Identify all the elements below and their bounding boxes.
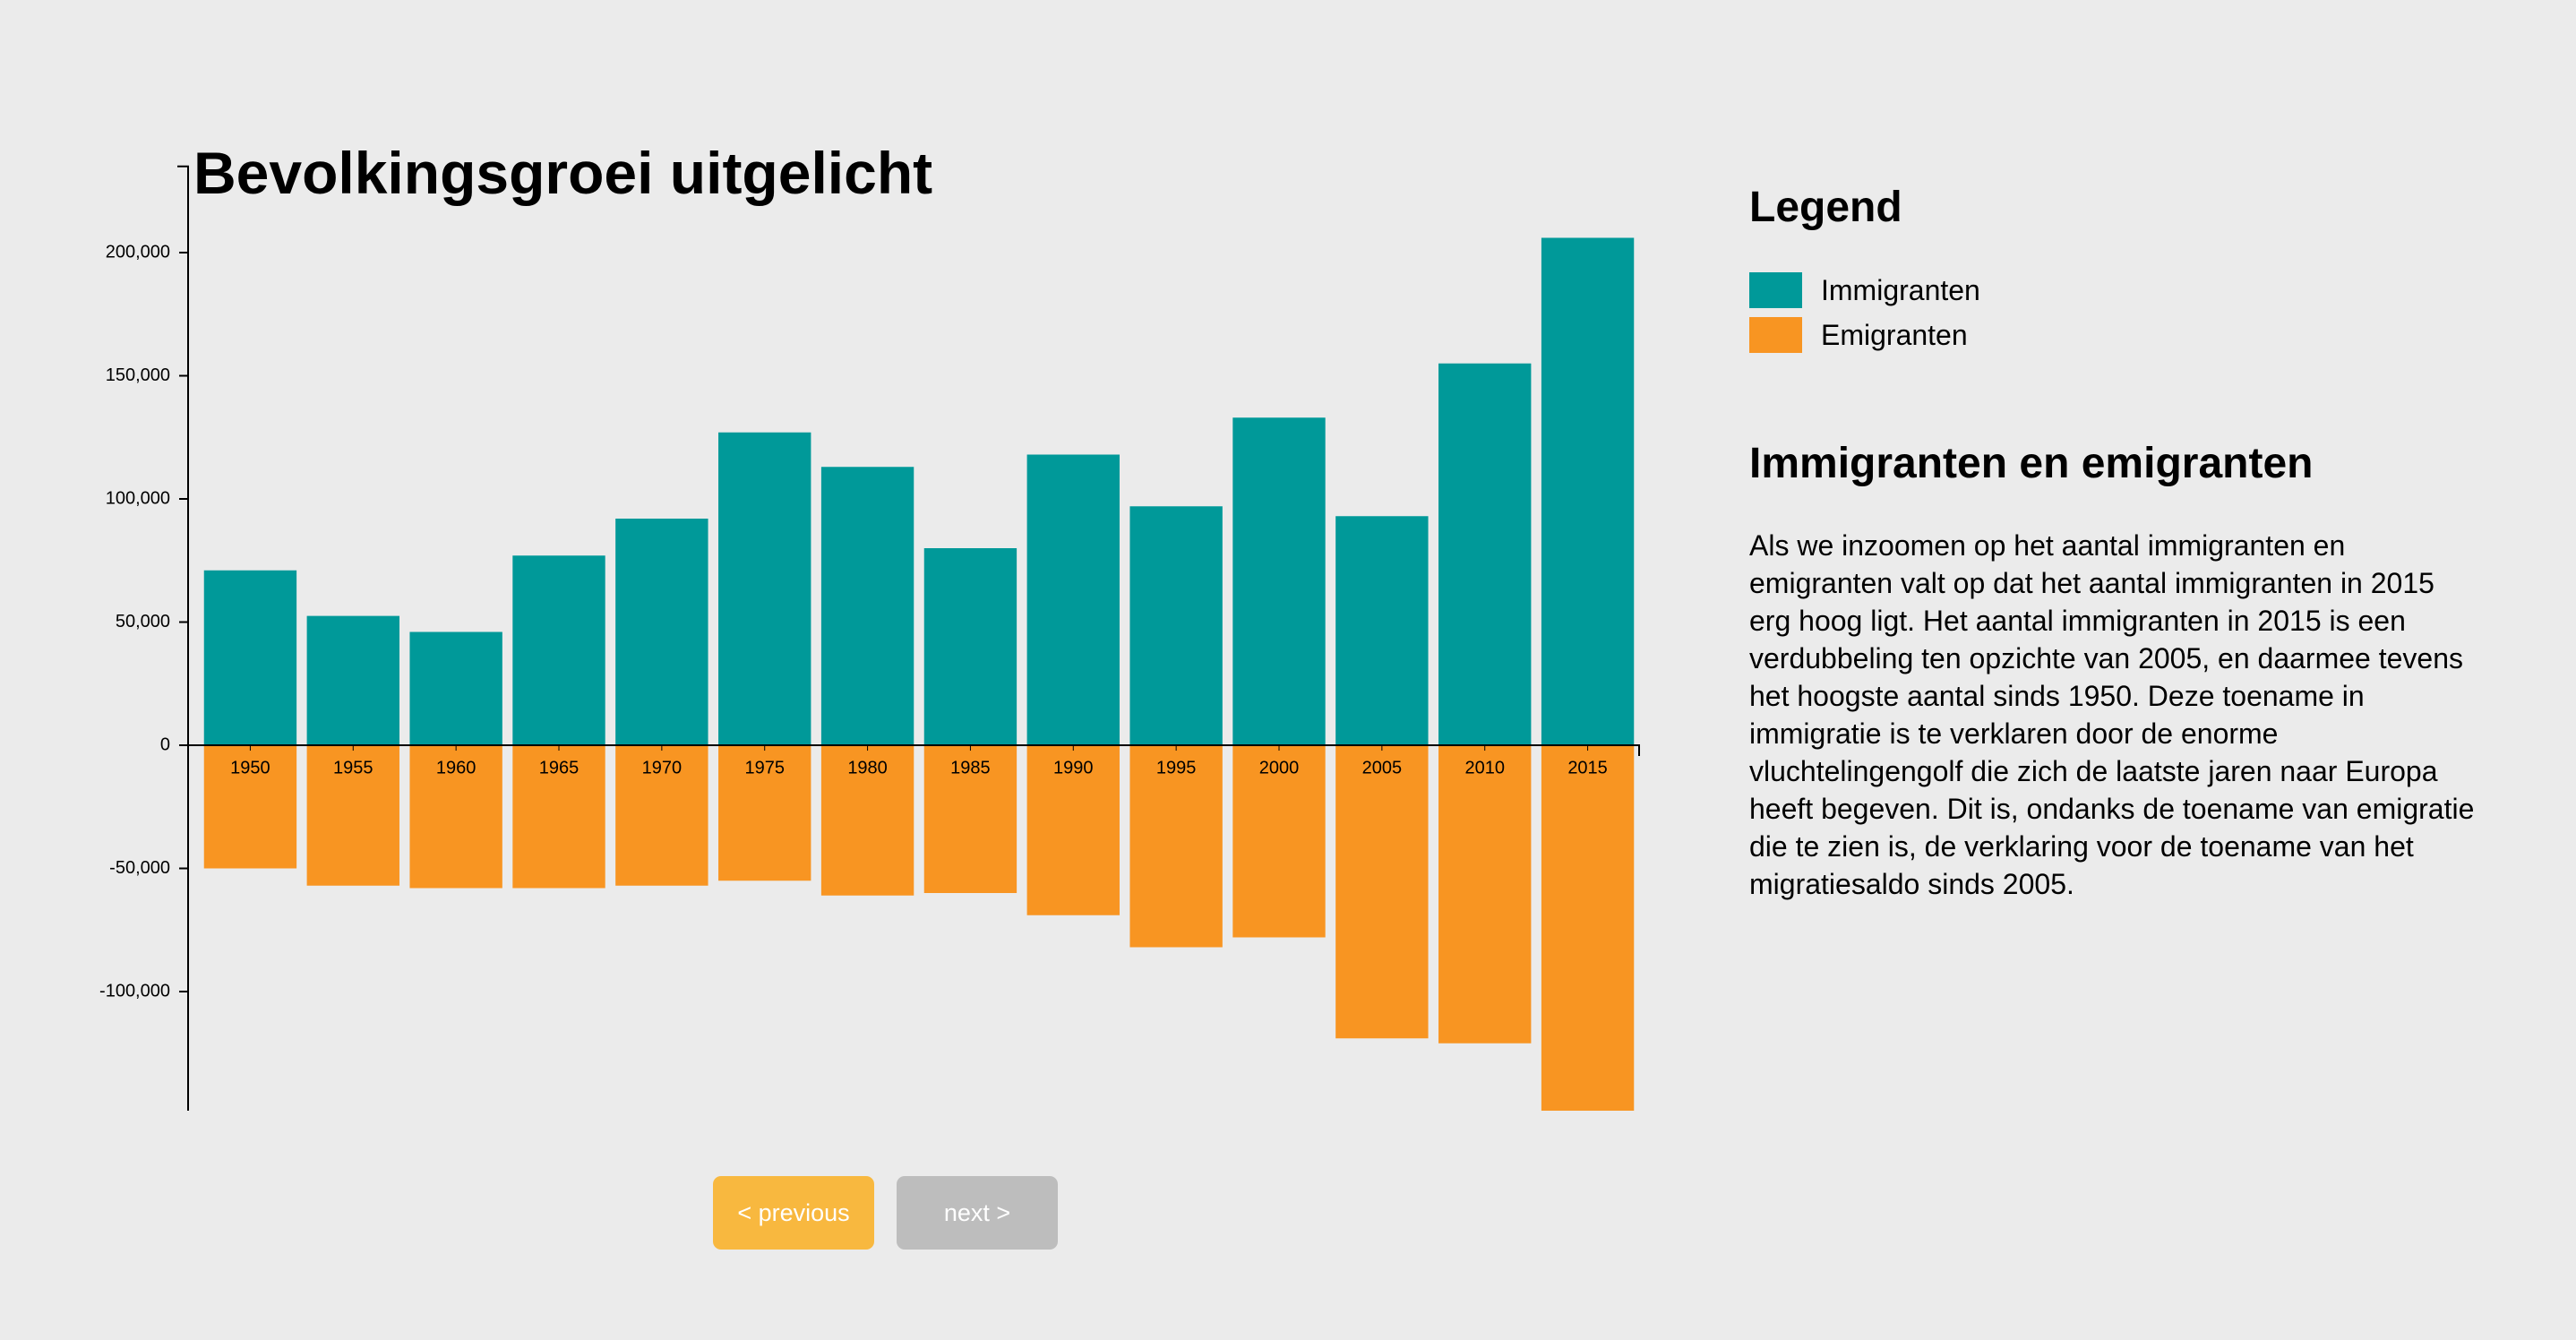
- bar-emigranten-1975: [718, 745, 811, 881]
- x-tick-label: 1995: [1156, 758, 1197, 777]
- bar-emigranten-2000: [1232, 745, 1326, 938]
- legend-swatch-immigranten: [1749, 272, 1802, 308]
- bar-immigranten-1975: [718, 432, 811, 745]
- bar-emigranten-2010: [1438, 745, 1532, 1044]
- y-tick-label: -50,000: [109, 858, 170, 878]
- bar-emigranten-1990: [1026, 745, 1120, 915]
- bar-emigranten-1950: [203, 745, 297, 869]
- y-tick-label: 50,000: [116, 612, 170, 631]
- bar-emigranten-1965: [512, 745, 605, 889]
- bar-immigranten-1980: [820, 467, 914, 745]
- section-body: Als we inzoomen op het aantal immigrante…: [1749, 529, 2475, 900]
- next-button[interactable]: next >: [897, 1176, 1058, 1250]
- y-tick-label: 150,000: [106, 365, 170, 385]
- bar-immigranten-1960: [409, 631, 502, 745]
- x-tick-label: 2005: [1362, 758, 1403, 777]
- bar-immigranten-1970: [615, 519, 708, 745]
- bar-emigranten-1995: [1129, 745, 1223, 948]
- x-tick-label: 1955: [333, 758, 374, 777]
- bar-immigranten-1965: [512, 555, 605, 745]
- x-tick-label: 1975: [744, 758, 785, 777]
- legend-title: Legend: [1749, 184, 1902, 231]
- legend-label-emigranten: Emigranten: [1821, 319, 1968, 351]
- x-axis-line: [188, 744, 1640, 756]
- x-tick-label: 2000: [1259, 758, 1300, 777]
- x-tick-label: 1950: [230, 758, 270, 777]
- bar-emigranten-2015: [1541, 745, 1635, 1111]
- y-tick-label: 100,000: [106, 488, 170, 508]
- x-tick-label: 2015: [1567, 758, 1608, 777]
- legend-swatch-emigranten: [1749, 317, 1802, 353]
- bar-immigranten-1995: [1129, 506, 1223, 745]
- bar-immigranten-1955: [306, 615, 399, 745]
- page-title: Bevolkingsgroei uitgelicht: [193, 140, 933, 206]
- x-tick-label: 1965: [539, 758, 580, 777]
- bar-immigranten-2015: [1541, 237, 1635, 745]
- bar-emigranten-1985: [923, 745, 1018, 893]
- x-tick-label: 1960: [436, 758, 477, 777]
- bars-group: [203, 237, 1635, 1111]
- legend-item-immigranten: Immigranten: [1749, 272, 1980, 308]
- x-tick-label: 1970: [642, 758, 683, 777]
- bar-immigranten-1985: [923, 548, 1018, 745]
- legend-item-emigranten: Emigranten: [1749, 317, 1968, 353]
- bar-immigranten-2000: [1232, 417, 1326, 745]
- bar-emigranten-1955: [306, 745, 399, 886]
- y-tick-label: 0: [160, 734, 170, 754]
- bar-immigranten-1990: [1026, 454, 1120, 745]
- bar-immigranten-2010: [1438, 363, 1532, 745]
- x-tick-label: 1990: [1053, 758, 1094, 777]
- bar-immigranten-2005: [1335, 516, 1429, 745]
- x-tick-label: 1980: [847, 758, 888, 777]
- bar-immigranten-1950: [203, 570, 297, 745]
- previous-button[interactable]: < previous: [713, 1176, 874, 1250]
- bar-emigranten-2005: [1335, 745, 1429, 1039]
- y-axis-line: [177, 165, 189, 1111]
- bar-chart: 200,000 150,000 100,000 50,000 0 -50,000 -100,…: [99, 165, 1640, 1111]
- y-tick-label: -100,000: [99, 981, 170, 1001]
- x-tick-label: 2010: [1464, 758, 1505, 777]
- bar-emigranten-1980: [820, 745, 914, 896]
- legend-label-immigranten: Immigranten: [1821, 274, 1980, 306]
- bar-emigranten-1970: [615, 745, 708, 886]
- axes-group: 200,000 150,000 100,000 50,000 0 -50,000 -100,…: [99, 165, 1640, 1111]
- section-title: Immigranten en emigranten: [1749, 440, 2314, 487]
- x-tick-label: 1985: [950, 758, 991, 777]
- bar-emigranten-1960: [409, 745, 502, 889]
- y-tick-label: 200,000: [106, 242, 170, 262]
